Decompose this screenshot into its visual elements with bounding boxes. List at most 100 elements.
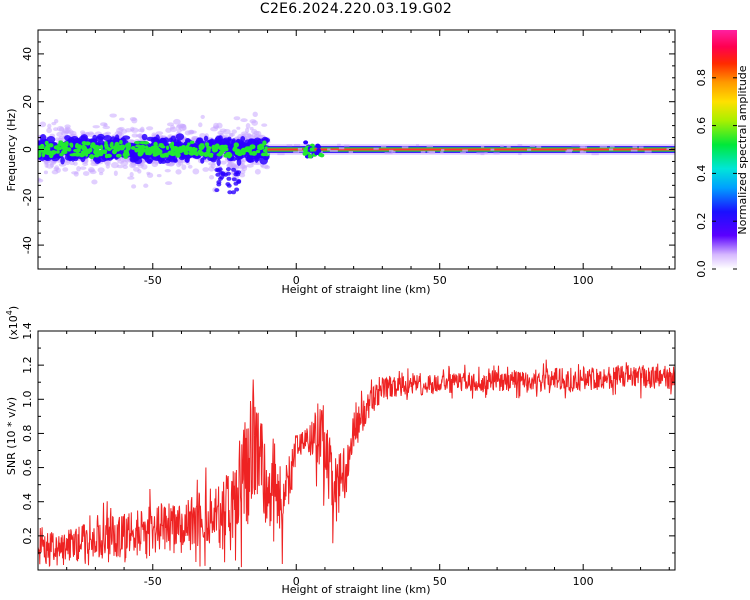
spectral-blob [141, 133, 148, 141]
spectral-speckle [116, 164, 124, 169]
spectral-peak [66, 147, 72, 152]
carrier-speckle [476, 152, 485, 155]
carrier-speckle [536, 145, 542, 148]
snr-x-ticks: -50 0 50 100 [37, 331, 670, 588]
spectral-peak [38, 152, 42, 158]
spectral-speckle [164, 169, 171, 173]
spectral-blob [168, 137, 174, 143]
spectral-speckle [82, 171, 90, 176]
spectral-speckle [200, 114, 205, 120]
spectral-peak [200, 144, 205, 149]
spectral-peak [78, 152, 85, 158]
spectral-tail [225, 167, 231, 172]
spectral-peak [75, 149, 80, 153]
carrier-speckle [460, 151, 466, 154]
spectral-peak [122, 152, 127, 157]
snr-series-line [38, 359, 675, 568]
x-tick-label: 50 [433, 274, 447, 287]
spectral-peak [257, 144, 262, 149]
colorbar-ticks: 0.0 0.2 0.4 0.6 0.8 [695, 69, 737, 278]
spectral-peak [46, 150, 52, 154]
spectral-speckle [113, 170, 118, 177]
y-tick-label: 20 [21, 95, 34, 109]
carrier-speckle [297, 147, 303, 150]
carrier-speckle [609, 145, 615, 148]
spectral-peak [124, 143, 132, 148]
spectral-bump [316, 148, 322, 153]
spectral-speckle [255, 130, 262, 138]
spectral-peak [44, 140, 49, 146]
figure-title: C2E6.2024.220.03.19.G02 [259, 1, 453, 17]
spectrogram-x-label: Height of straight line (km) [281, 283, 430, 296]
spectral-blob [175, 133, 185, 141]
spectral-blob [197, 137, 204, 143]
spectral-speckle [245, 127, 250, 134]
spectral-speckle [240, 164, 248, 169]
carrier-speckle [580, 146, 588, 149]
spectral-peak [167, 150, 174, 156]
spectral-peak [249, 144, 256, 150]
carrier-speckle [580, 150, 584, 153]
carrier-speckle [384, 152, 393, 155]
spectral-speckle [173, 118, 181, 125]
spectral-speckle [58, 162, 67, 167]
spectrogram-panel: -50 0 50 100 -40 -20 0 20 40 Height of straight… [5, 29, 676, 296]
spectral-peak [140, 147, 145, 152]
spectral-tail [234, 187, 240, 192]
x-tick-label: -50 [144, 575, 162, 588]
spectral-speckle [240, 118, 248, 123]
spectral-speckle [146, 126, 154, 131]
carrier-speckle [415, 144, 420, 147]
spectral-speckle [216, 122, 223, 129]
spectral-speckle [192, 168, 200, 175]
spectral-peak [262, 140, 267, 146]
carrier-speckle [373, 147, 379, 150]
carrier-speckle [440, 151, 444, 154]
y-tick-label: 1.0 [21, 391, 34, 409]
spectral-speckle [143, 183, 149, 188]
spectral-peak [165, 145, 170, 150]
spectral-peak [187, 142, 191, 146]
spectral-peak [48, 143, 54, 148]
y-tick-label: -20 [21, 188, 34, 206]
spectral-speckle [231, 129, 237, 134]
spectral-peak [160, 145, 166, 149]
carrier-speckle [638, 146, 644, 149]
carrier-speckle [518, 153, 522, 156]
carrier-speckle [632, 146, 638, 149]
carrier-speckle [566, 149, 573, 152]
spectral-speckle [120, 157, 126, 162]
spectral-peak [134, 140, 141, 145]
spectral-peak [130, 145, 136, 150]
spectral-speckle [181, 123, 187, 131]
carrier-speckle [608, 148, 614, 151]
colorbar-tick-label: 0.6 [695, 117, 708, 135]
snr-scale-exponent: 4 [5, 310, 14, 315]
x-tick-label: 0 [293, 274, 300, 287]
spectral-peak [137, 153, 143, 157]
spectral-speckle [105, 163, 110, 169]
spectral-speckle [175, 169, 182, 175]
x-tick-label: -50 [144, 274, 162, 287]
spectral-speckle [146, 172, 154, 178]
spectral-speckle [130, 126, 135, 132]
snr-data [38, 359, 675, 568]
spectral-peak [61, 149, 68, 155]
spectral-speckle [137, 133, 143, 139]
x-tick-label: 0 [293, 575, 300, 588]
spectral-peak [125, 150, 130, 156]
spectral-speckle [156, 173, 162, 178]
spectral-peak [150, 148, 154, 153]
spectral-speckle [254, 168, 261, 175]
spectral-peak [224, 153, 231, 157]
spectral-speckle [169, 125, 175, 130]
carrier-speckle [391, 150, 396, 153]
spectral-tail [226, 176, 232, 181]
spectral-speckle [208, 175, 215, 180]
spectral-speckle [91, 179, 98, 185]
spectral-speckle [88, 168, 96, 173]
y-tick-label: 1.2 [21, 356, 34, 374]
spectral-speckle [247, 133, 252, 140]
spectral-speckle [100, 122, 108, 127]
spectral-speckle [252, 111, 258, 118]
